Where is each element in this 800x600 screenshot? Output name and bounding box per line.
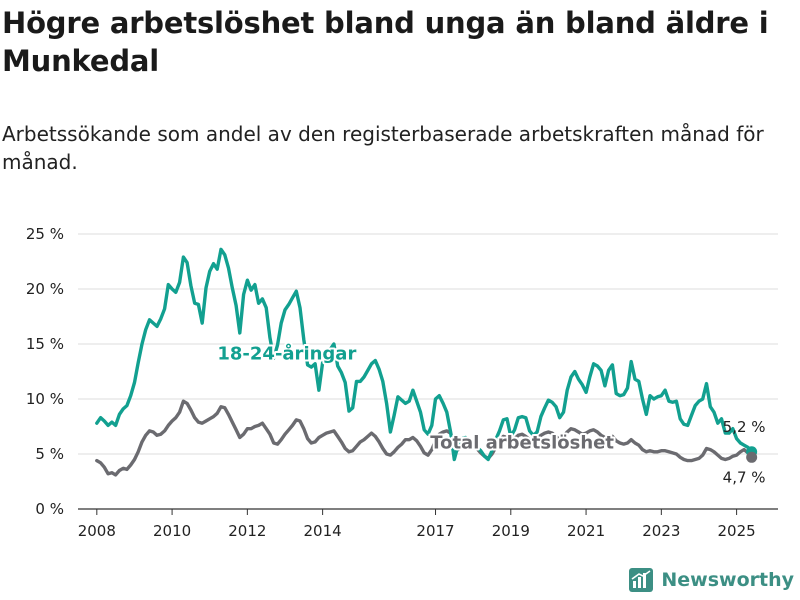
series-lines [95, 247, 754, 477]
end-marker-total [746, 451, 758, 463]
y-tick-label: 20 % [26, 280, 64, 298]
end-value-label-young: 5,2 % [723, 418, 766, 436]
x-tick-label: 2019 [492, 522, 530, 540]
end-markers [746, 446, 758, 463]
line-chart: 0 %5 %10 %15 %20 %25 % 2008 2010 2012 2014 2… [26, 225, 778, 540]
x-tick-label: 2017 [416, 522, 454, 540]
end-value-label-total: 4,7 % [723, 469, 766, 487]
y-tick-label: 25 % [26, 225, 64, 243]
x-tick-label: 2023 [642, 522, 680, 540]
brand-logo[interactable]: Newsworthy [629, 568, 794, 592]
y-tick-label: 10 % [26, 390, 64, 408]
y-axis-tick-labels: 0 % 5 % 10 % 15 % 20 % 25 % [26, 225, 64, 518]
series-line-young [95, 247, 754, 462]
brand-name: Newsworthy [661, 569, 794, 591]
series-label-young: 18-24-åringar [217, 342, 356, 364]
y-tick-label: 5 % [35, 445, 64, 463]
x-tick-label: 2012 [228, 522, 266, 540]
x-axis: 2008 2010 2012 2014 2017 2019 2021 2023 2025 [78, 508, 778, 540]
x-tick-label: 2025 [718, 522, 756, 540]
x-tick-label: 2008 [78, 522, 116, 540]
series-line-total [95, 399, 754, 477]
x-tick-label: 2014 [304, 522, 342, 540]
grid-lines [78, 233, 778, 455]
series-label-total: Total arbetslöshet [430, 433, 614, 454]
x-tick-label: 2010 [153, 522, 191, 540]
chart-subtitle: Arbetssökande som andel av den registerb… [2, 122, 764, 174]
newsworthy-logo-icon [629, 568, 654, 592]
chart-title: Högre arbetslöshet bland unga än bland ä… [2, 6, 769, 78]
x-tick-label: 2021 [567, 522, 605, 540]
y-tick-label: 15 % [26, 335, 64, 353]
y-tick-label: 0 % [35, 500, 64, 518]
